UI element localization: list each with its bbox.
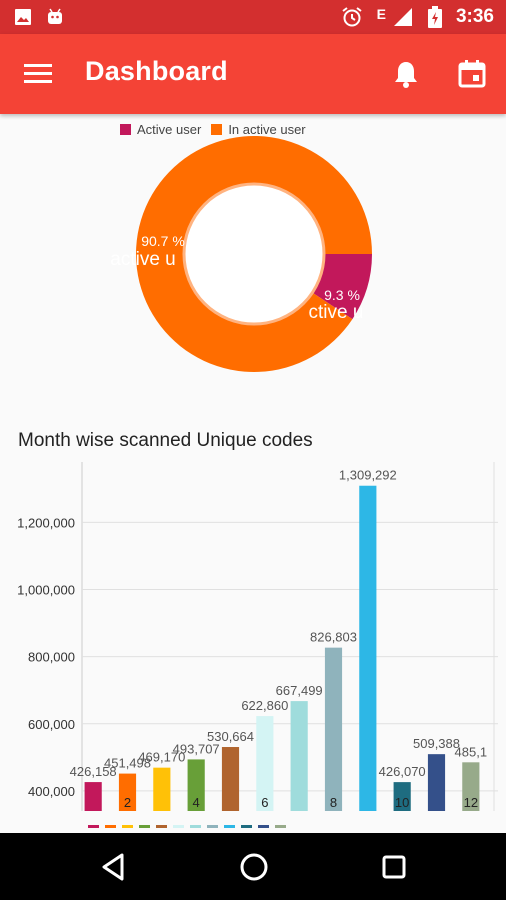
bar-legend-swatch (241, 825, 252, 828)
nav-back-button[interactable] (96, 849, 132, 885)
y-tick-label: 400,000 (28, 784, 75, 799)
status-bar: E 3:36 (0, 0, 506, 34)
bar[interactable] (290, 701, 308, 811)
bar[interactable] (462, 762, 480, 811)
y-tick-label: 1,200,000 (17, 515, 75, 530)
bar-index-label: 6 (261, 795, 268, 810)
nav-home-button[interactable] (236, 849, 272, 885)
legend-label-active: Active user (137, 122, 202, 137)
bar-chart-title: Month wise scanned Unique codes (18, 430, 313, 451)
bar-value-label: 426,158 (70, 764, 117, 779)
home-circle-icon (240, 853, 268, 881)
calendar-icon (458, 60, 486, 88)
bar-value-label: 485,1 (455, 744, 488, 759)
bar-legend-swatch (139, 825, 150, 828)
bar-legend-swatch (258, 825, 269, 828)
bar[interactable] (221, 747, 240, 811)
bar-value-label: 426,070 (379, 764, 426, 779)
signal-icon (393, 8, 412, 26)
legend-item-inactive: In active user (211, 122, 306, 137)
bar-index-label: 8 (330, 795, 337, 810)
bar[interactable] (187, 759, 205, 811)
user-donut-chart[interactable]: 90.7 % active u 9.3 % ctive u (0, 134, 506, 424)
alarm-icon (342, 7, 362, 27)
bar-index-label: 12 (464, 795, 478, 810)
bar-index-label: 2 (124, 795, 131, 810)
bar-legend-swatch (156, 825, 167, 828)
back-triangle-icon (102, 853, 124, 881)
app-bar: Dashboard (0, 34, 506, 114)
bar-value-label: 667,499 (276, 683, 323, 698)
donut-legend: Active user In active user (120, 122, 306, 137)
y-tick-label: 800,000 (28, 650, 75, 665)
bar[interactable] (84, 782, 102, 811)
bar-legend-swatch (105, 825, 116, 828)
bar-legend-swatch (190, 825, 201, 828)
donut-label-active: ctive u (309, 302, 364, 323)
bar-value-label: 493,707 (173, 741, 220, 756)
bar[interactable] (153, 767, 171, 811)
bar-legend-swatch (173, 825, 184, 828)
legend-item-active: Active user (120, 122, 201, 137)
bar-value-label: 469,170 (138, 750, 185, 765)
bar[interactable] (324, 647, 343, 811)
legend-swatch-inactive (211, 124, 223, 135)
bar-legend-swatch (275, 825, 286, 828)
bar-index-label: 10 (395, 795, 409, 810)
recents-square-icon (382, 855, 406, 879)
donut-percent-active: 9.3 % (324, 287, 360, 303)
android-notification-icon (48, 8, 62, 24)
system-nav-bar (0, 833, 506, 900)
donut-hole (182, 182, 326, 326)
bar[interactable] (118, 773, 137, 811)
bar-index-label: 4 (193, 795, 200, 810)
hamburger-menu-icon (24, 64, 52, 83)
bar-legend-swatch (207, 825, 218, 828)
page-title: Dashboard (85, 56, 228, 86)
legend-swatch-active (120, 124, 131, 135)
status-time: 3:36 (455, 6, 494, 27)
monthly-bar-chart[interactable]: 400,000600,000800,0001,000,0001,200,000 … (0, 454, 506, 833)
bar-value-label: 451,498 (104, 756, 151, 771)
bar-value-label: 530,664 (207, 729, 254, 744)
gallery-notification-icon (15, 9, 31, 25)
bar-value-label: 622,860 (241, 698, 288, 713)
bar-legend-swatch (88, 825, 99, 828)
nav-recents-button[interactable] (376, 849, 412, 885)
bar[interactable] (393, 782, 411, 811)
network-type-label: E (376, 6, 386, 22)
bar-value-label: 826,803 (310, 630, 357, 645)
bar[interactable] (256, 716, 274, 811)
bar[interactable] (427, 754, 446, 811)
y-tick-label: 600,000 (28, 717, 75, 732)
donut-label-inactive: active u (110, 249, 175, 270)
y-tick-label: 1,000,000 (17, 583, 75, 598)
notifications-button[interactable] (390, 58, 422, 90)
menu-button[interactable] (22, 60, 58, 88)
bar[interactable] (359, 485, 377, 811)
legend-label-inactive: In active user (228, 122, 306, 137)
bar-value-label: 1,309,292 (339, 468, 397, 483)
bell-icon (395, 62, 417, 88)
donut-percent-inactive: 90.7 % (141, 233, 185, 249)
bar-value-label: 509,388 (413, 736, 460, 751)
dashboard-content[interactable]: Active user In active user 90.7 % active… (0, 114, 506, 833)
calendar-button[interactable] (456, 58, 488, 90)
bar-legend-swatch (224, 825, 235, 828)
battery-icon (427, 6, 442, 28)
bar-legend-swatch (122, 825, 133, 828)
